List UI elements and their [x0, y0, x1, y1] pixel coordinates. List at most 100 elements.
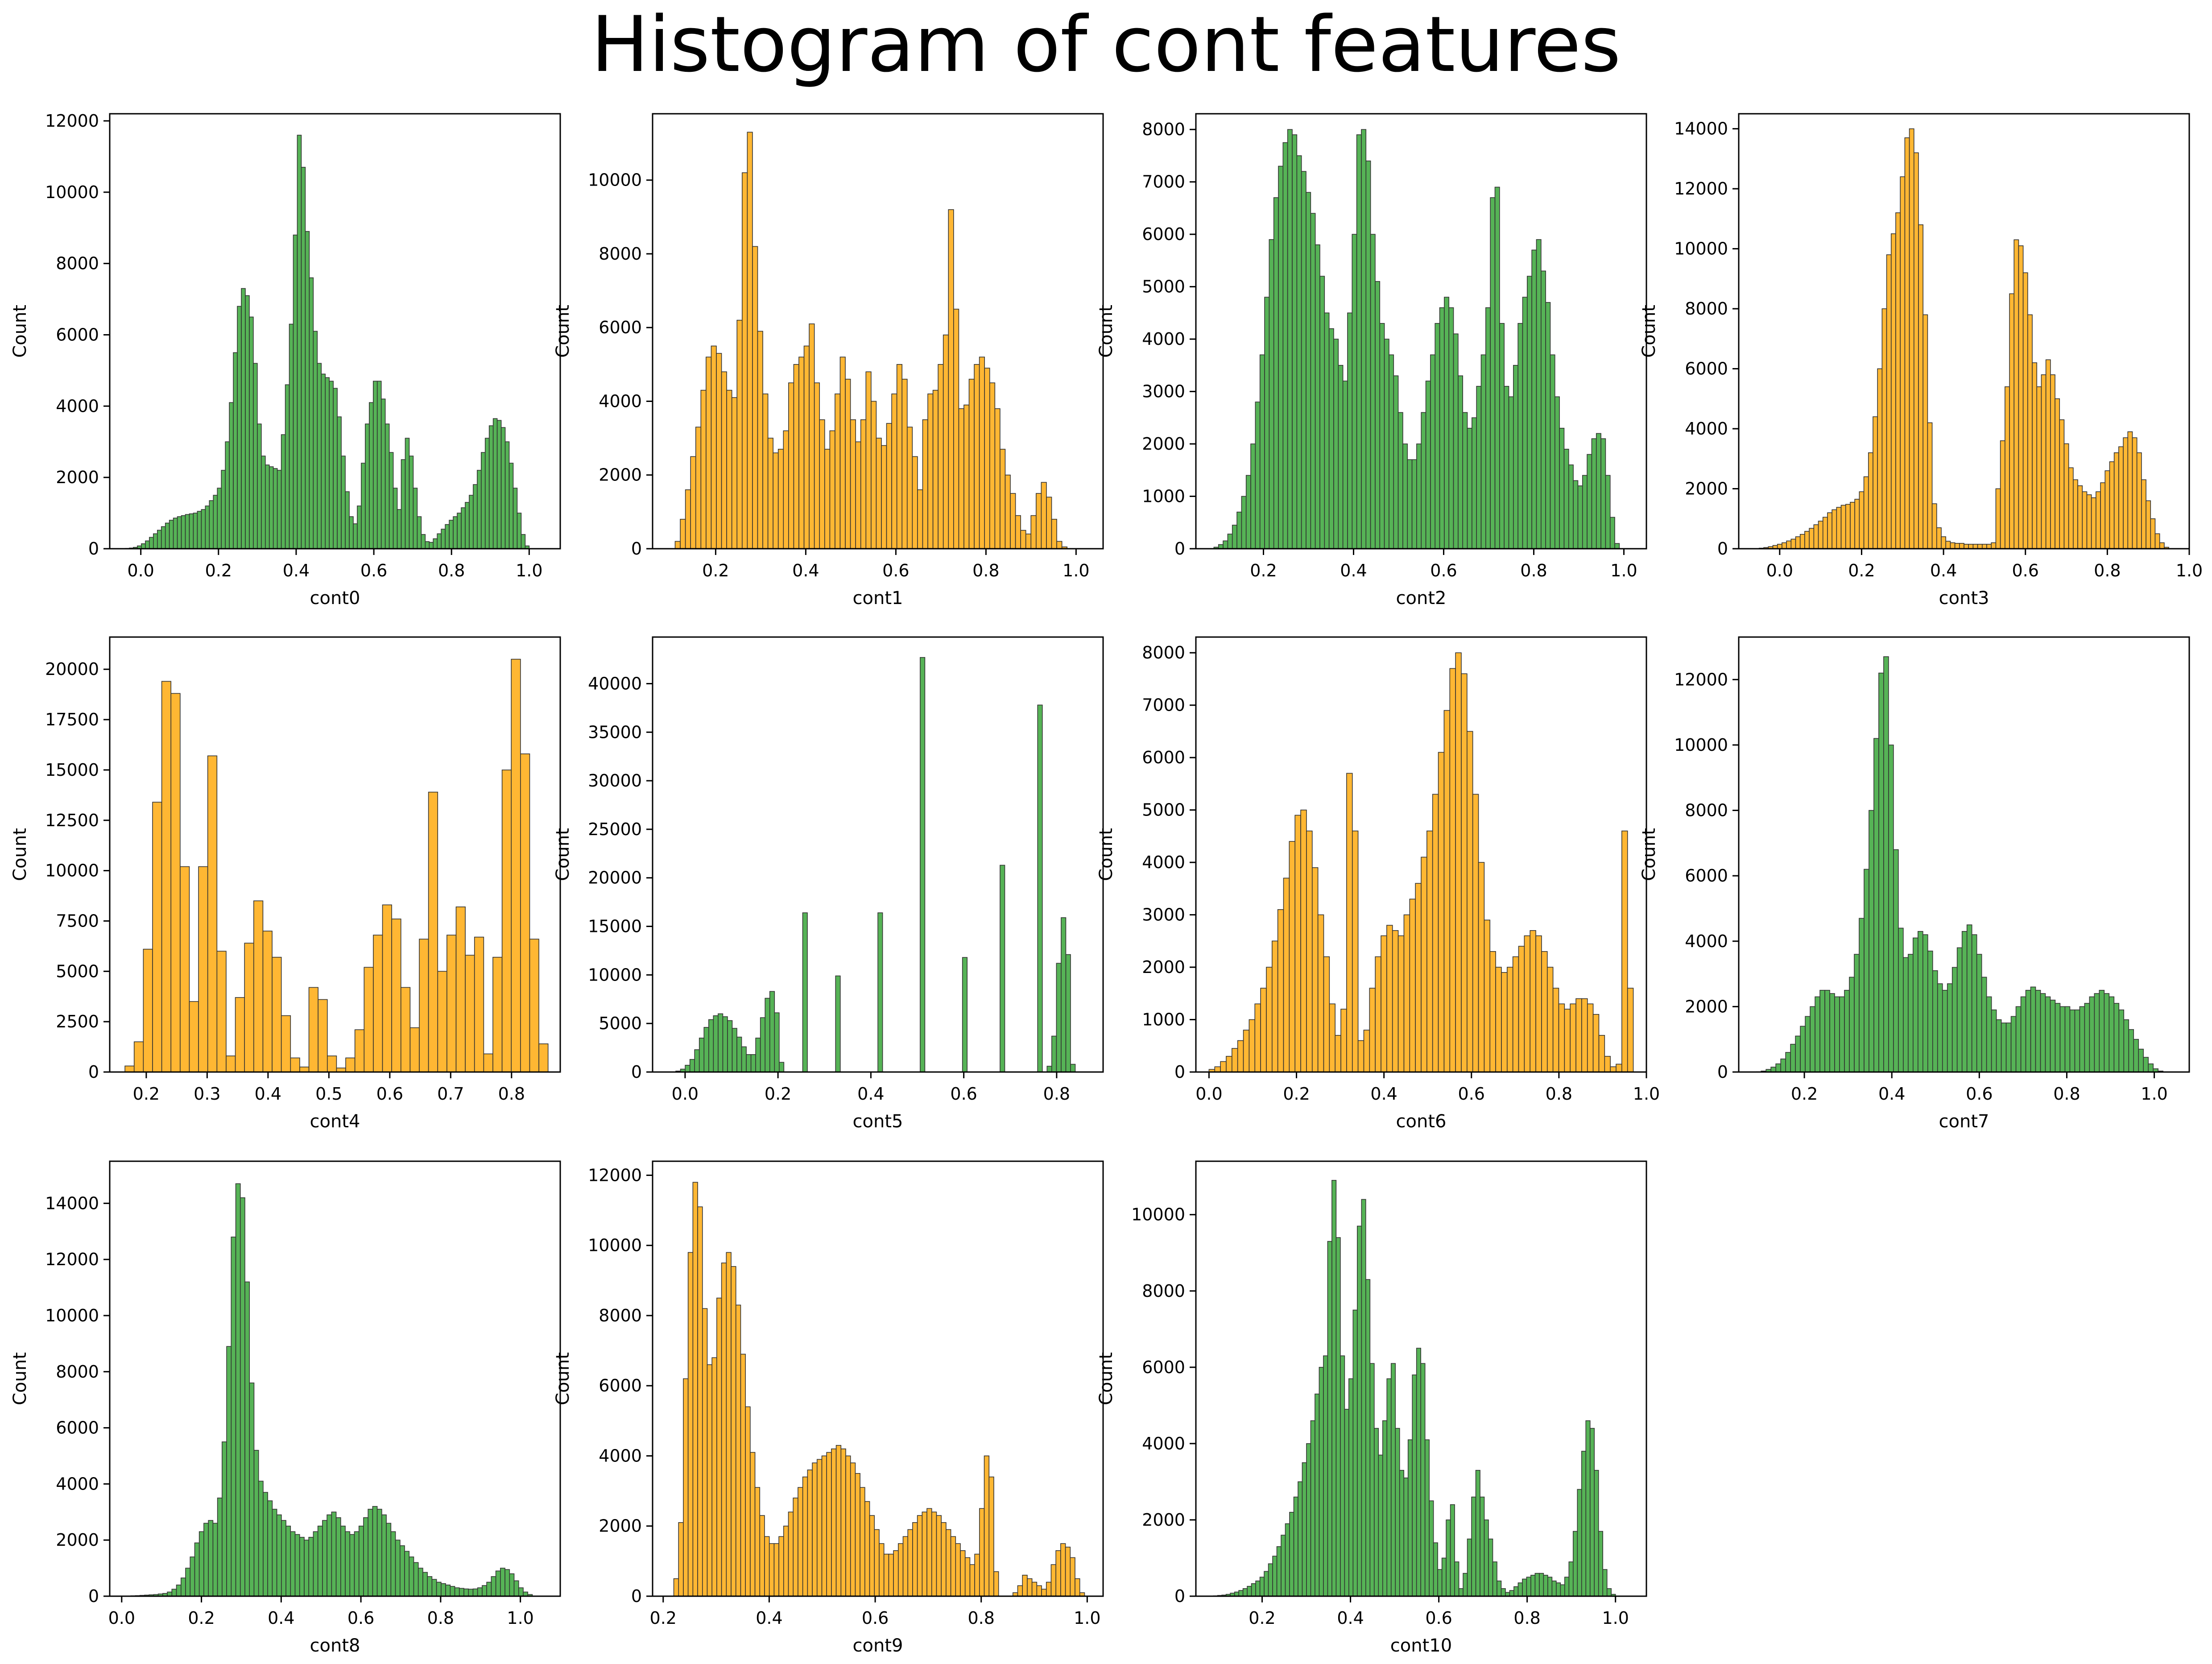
histogram-bar: [1050, 1564, 1056, 1597]
chart-title: Histogram of cont features: [591, 0, 1621, 89]
histogram-bar: [702, 1308, 708, 1597]
histogram-bar: [850, 1462, 856, 1597]
x-tick-label: 0.4: [1370, 1084, 1397, 1104]
y-axis-label: Count: [553, 305, 573, 358]
y-axis-label: Count: [10, 305, 30, 358]
y-tick-label: 4000: [1685, 419, 1728, 439]
histogram-bar: [736, 319, 743, 549]
x-axis-label: cont7: [1939, 1111, 1989, 1132]
histogram-bar: [285, 1525, 291, 1597]
y-tick-label: 14000: [1674, 119, 1728, 139]
histogram-bar: [413, 488, 418, 549]
x-tick-label: 0.6: [862, 1608, 889, 1628]
histogram-bar: [1429, 1500, 1434, 1597]
histogram-bar: [2109, 996, 2115, 1072]
histogram-bar: [1927, 422, 1933, 549]
histogram-bar: [2104, 993, 2110, 1072]
histogram-bar: [418, 1568, 423, 1597]
histogram-bar: [855, 441, 861, 549]
histogram-bar: [1017, 1585, 1023, 1597]
histogram-bar: [1289, 1512, 1294, 1597]
histogram-bar: [401, 459, 406, 549]
x-tick-label: 0.6: [882, 561, 909, 580]
histogram-bar: [294, 1534, 300, 1597]
y-tick-label: 6000: [599, 318, 642, 337]
histogram-bar: [829, 430, 835, 549]
histogram-bar: [1950, 542, 1956, 549]
x-tick-label: 0.6: [2012, 561, 2039, 580]
y-tick-label: 17500: [45, 710, 99, 729]
histogram-bar: [778, 1536, 784, 1597]
histogram-bar: [883, 1553, 889, 1597]
histogram-bar: [1577, 1489, 1582, 1597]
histogram-bar: [257, 423, 262, 549]
histogram-bar: [993, 1571, 999, 1597]
histogram-bar: [2009, 293, 2015, 549]
histogram-bar: [1000, 865, 1005, 1072]
histogram-bar: [2040, 993, 2046, 1072]
histogram-bar: [1249, 1019, 1256, 1072]
histogram-bar: [917, 1515, 923, 1597]
histogram-bar: [363, 1517, 368, 1597]
histogram-bar: [1005, 474, 1011, 549]
histogram-bar: [405, 438, 410, 549]
histogram-bar: [249, 316, 254, 549]
histogram-bar: [253, 363, 258, 549]
histogram-bar: [492, 956, 503, 1072]
histogram-bar: [2113, 1003, 2120, 1072]
histogram-bar: [1878, 672, 1884, 1072]
histogram-bar: [1031, 1581, 1038, 1597]
histogram-bar: [276, 1514, 282, 1597]
y-tick-label: 8000: [56, 254, 99, 273]
histogram-bar: [381, 1514, 387, 1597]
histogram-bar: [2045, 359, 2051, 549]
histogram-bar: [736, 1036, 742, 1072]
histogram-bar: [445, 524, 450, 549]
x-tick-label: 0.8: [427, 1608, 454, 1628]
axes-frame: [1195, 1160, 1647, 1597]
histogram-bar: [871, 401, 877, 549]
x-tick-label: 0.8: [438, 561, 465, 580]
y-tick-label: 20000: [588, 868, 642, 888]
histogram-bar: [301, 167, 306, 549]
histogram-bar: [722, 1016, 728, 1072]
histogram-bar: [1041, 1589, 1047, 1597]
histogram-bar: [1972, 544, 1978, 549]
x-tick-label: 0.2: [205, 561, 232, 580]
subplot-cont6: 0.0 0.2 0.4 0.6 0.8 1.0 0 1000 2000 3000 4000 5000 6…: [1096, 636, 1660, 1132]
histogram-bar: [2143, 1057, 2149, 1072]
histogram-bar: [335, 1517, 341, 1597]
histogram-bar: [898, 1543, 904, 1597]
histogram-bar: [241, 288, 246, 549]
histogram-bar: [779, 1062, 785, 1072]
y-tick-label: 0: [88, 1062, 99, 1082]
histogram-bar: [2138, 1048, 2144, 1072]
histogram-bar: [428, 791, 438, 1072]
histogram-bar: [309, 277, 314, 549]
histogram-bar: [2059, 419, 2065, 549]
histogram-bar: [695, 426, 702, 549]
x-axis-label: cont4: [310, 1111, 360, 1132]
histogram-bar: [1592, 1014, 1600, 1072]
histogram-bar: [1795, 1035, 1801, 1072]
y-tick-label: 12000: [1674, 179, 1728, 199]
histogram-bar: [1226, 1056, 1232, 1072]
histogram-bar: [941, 1522, 947, 1597]
histogram-bar: [165, 522, 170, 549]
histogram-bar: [1804, 531, 1810, 549]
histogram-bar: [1819, 989, 1825, 1072]
histogram-bar: [511, 658, 521, 1072]
y-tick-label: 12000: [1674, 670, 1728, 689]
histogram-bar: [513, 1580, 519, 1597]
histogram-bar: [273, 468, 278, 549]
y-tick-label: 7000: [1142, 695, 1185, 715]
histogram-bar: [1971, 934, 1977, 1072]
histogram-bar: [240, 1197, 245, 1597]
histogram-bar: [373, 935, 383, 1072]
x-tick-label: 0.8: [2094, 561, 2121, 580]
y-tick-label: 12500: [45, 811, 99, 830]
y-tick-label: 6000: [56, 1418, 99, 1438]
histogram-bar: [1554, 396, 1560, 549]
histogram-bar: [2074, 1009, 2080, 1072]
histogram-bar: [1025, 534, 1032, 549]
